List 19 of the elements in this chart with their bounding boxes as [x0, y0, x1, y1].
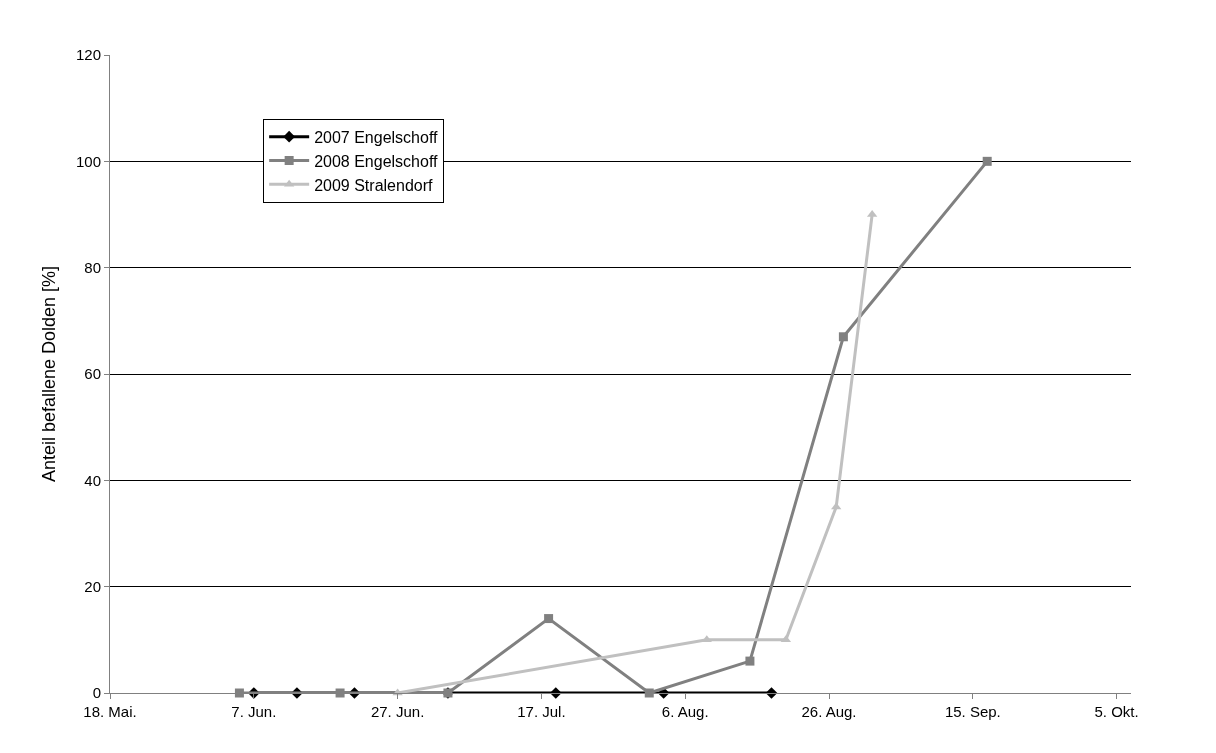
x-tick-label: 27. Jun.: [370, 703, 425, 720]
x-tick-label: 6. Aug.: [661, 703, 709, 720]
x-tick-label: 17. Jul.: [517, 703, 566, 720]
x-tick-label: 18. Mai.: [83, 703, 137, 720]
y-tick-label: 40: [84, 471, 101, 489]
x-tick-label: 26. Aug.: [801, 703, 857, 720]
legend-label: 2009 Stralendorf: [314, 176, 434, 194]
y-tick-label: 120: [75, 46, 101, 64]
y-axis-title: Anteil befallene Dolden [%]: [39, 265, 60, 483]
y-tick-label: 20: [84, 577, 101, 595]
y-tick-label: 80: [84, 258, 101, 276]
x-tick-label: 5. Okt.: [1094, 703, 1139, 720]
y-tick-label: 0: [92, 684, 101, 702]
x-tick-label: 15. Sep.: [944, 703, 1001, 720]
y-tick-label: 100: [75, 152, 101, 170]
legend-label: 2007 Engelschoff: [314, 128, 439, 146]
y-tick-label: 60: [84, 365, 101, 383]
legend-label: 2008 Engelschoff: [314, 152, 439, 170]
x-tick-label: 7. Jun.: [231, 703, 277, 720]
